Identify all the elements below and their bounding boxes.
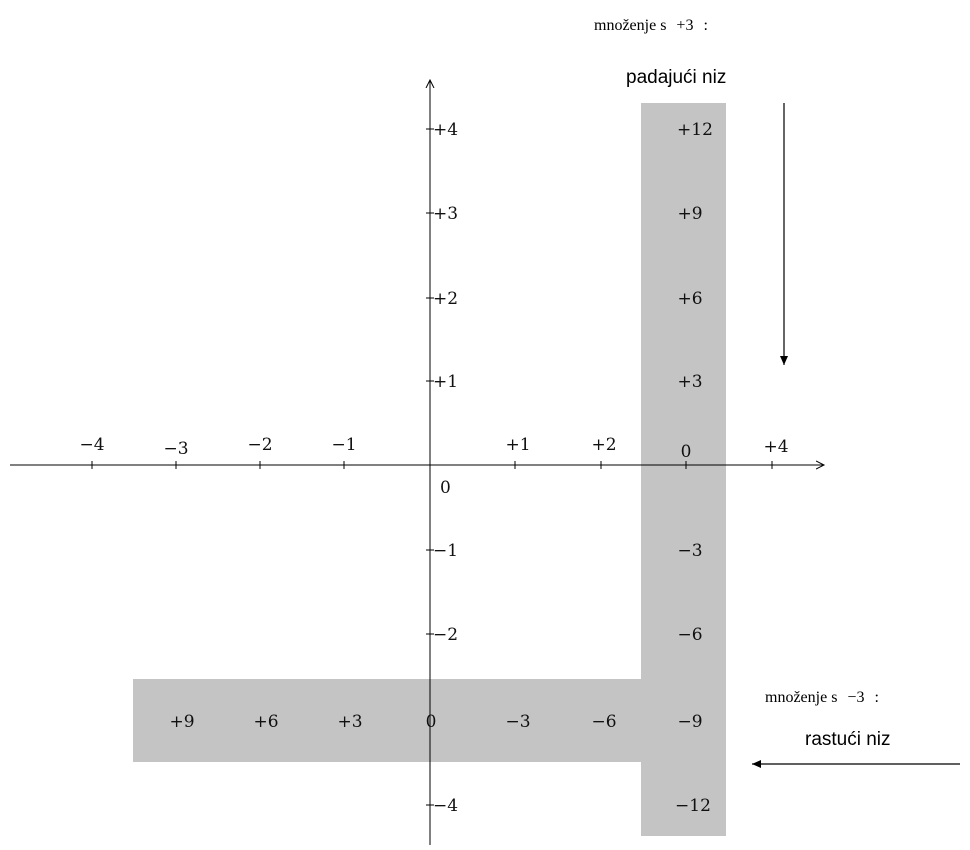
x-axis-ticks	[91, 461, 773, 469]
y-label-neg1: −1	[433, 541, 458, 561]
y-axis-ticks	[426, 128, 434, 806]
x-axis-labels: −4 −3 −2 −1 +1 +2 0 +4	[79, 435, 788, 462]
column-value: −6	[677, 625, 702, 645]
row-value: −3	[505, 712, 530, 732]
top-caption-subtitle: padajući niz	[626, 67, 726, 88]
y-label-neg4: −4	[433, 796, 458, 816]
y-label-pos1: +1	[433, 372, 458, 392]
column-value: +9	[677, 204, 702, 224]
y-label-origin: 0	[440, 478, 451, 498]
row-value: +6	[253, 712, 278, 732]
column-value: +12	[677, 120, 713, 140]
column-values: +12 +9 +6 +3 −3 −6 −9 −12	[675, 120, 713, 816]
top-caption: množenje s +3 : padajući niz	[594, 17, 726, 88]
row-value: +9	[169, 712, 194, 732]
y-axis-labels: +4 +3 +2 +1 0 −1 −2 −4	[433, 120, 458, 816]
x-label-pos4: +4	[763, 437, 788, 457]
bottom-caption-subtitle: rastući niz	[805, 729, 891, 750]
column-value: −9	[677, 712, 702, 732]
row-value: 0	[426, 712, 437, 732]
x-label-neg1: −1	[331, 435, 356, 455]
column-value: +6	[677, 289, 702, 309]
y-label-pos2: +2	[433, 289, 458, 309]
y-label-pos3: +3	[433, 204, 458, 224]
y-label-neg2: −2	[433, 625, 458, 645]
row-values: +9 +6 +3 0 −3 −6	[169, 712, 616, 732]
x-label-pos1: +1	[505, 435, 530, 455]
x-label-neg2: −2	[247, 435, 272, 455]
x-label-zero: 0	[681, 442, 692, 462]
column-value: −12	[675, 796, 711, 816]
column-value: +3	[677, 372, 702, 392]
x-label-neg4: −4	[79, 435, 104, 455]
y-label-pos4: +4	[433, 120, 458, 140]
x-label-neg3: −3	[163, 439, 188, 459]
column-value: −3	[677, 541, 702, 561]
bottom-caption: množenje s −3 : rastući niz	[765, 689, 891, 750]
row-value: −6	[591, 712, 616, 732]
row-value: +3	[337, 712, 362, 732]
bottom-caption-title: množenje s −3 :	[765, 689, 879, 706]
top-caption-title: množenje s +3 :	[594, 17, 708, 34]
x-label-pos2: +2	[591, 435, 616, 455]
